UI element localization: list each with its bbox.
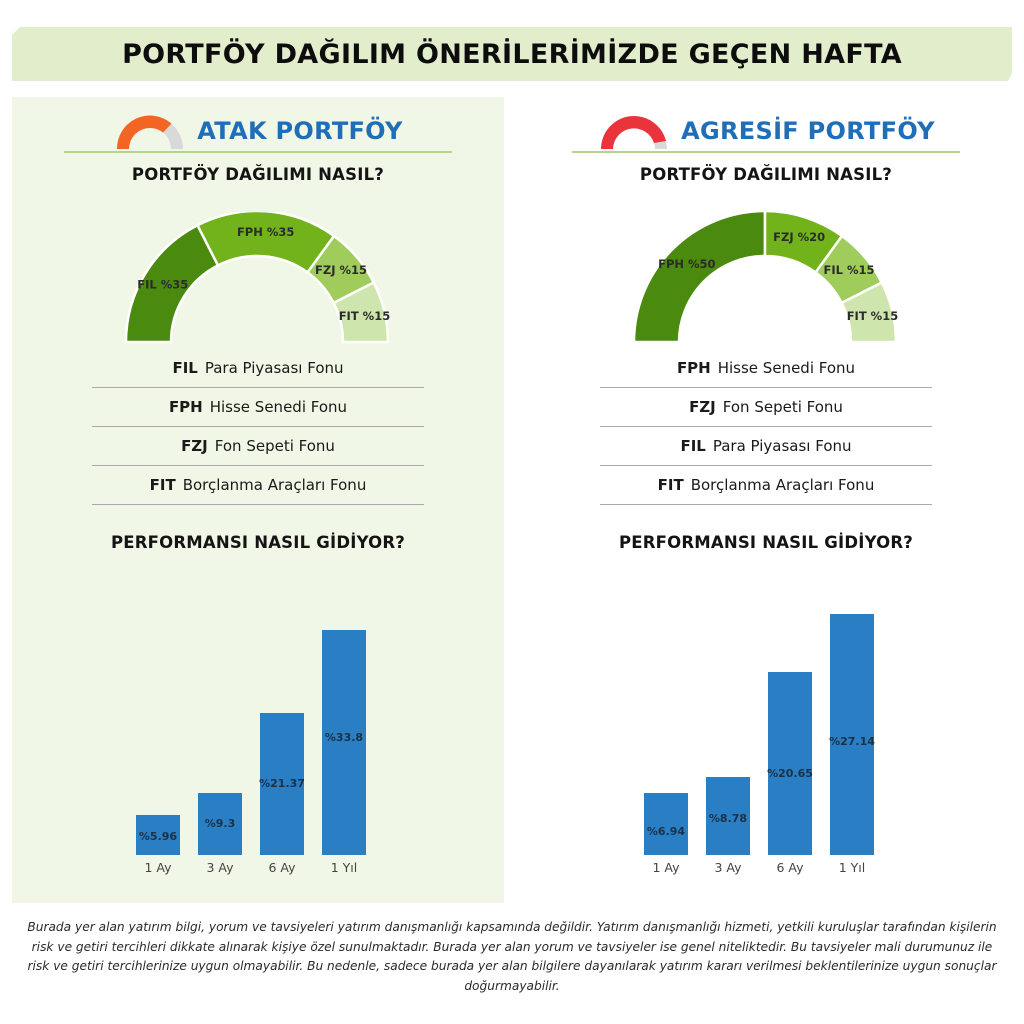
donut-label: FIT %15: [339, 309, 390, 323]
performance-bar-chart: %6.94 1 Ay %8.78 3 Ay %20.65 6 Ay %27.14 1 Yıl: [630, 597, 900, 887]
risk-gauge-orange-icon: [117, 115, 184, 149]
performance-bar-chart: %5.96 1 Ay %9.3 3 Ay %21.37 6 Ay %33.8 1 Yıl: [122, 597, 392, 887]
performance-bar: %33.8: [322, 630, 366, 855]
performance-bar: %5.96: [136, 815, 180, 855]
x-axis-label: 1 Ay: [652, 860, 680, 875]
legend-item: FPH Hisse Senedi Fonu: [92, 388, 424, 427]
allocation-title: PORTFÖY DAĞILIMI NASIL?: [639, 165, 893, 184]
donut-segment: [839, 280, 898, 344]
legal-disclaimer: Burada yer alan yatırım bilgi, yorum ve …: [27, 920, 997, 993]
bar-value-label: %8.78: [708, 812, 748, 825]
bar-value-label: %5.96: [138, 830, 178, 843]
x-axis-label: 1 Yıl: [838, 860, 866, 875]
legend-item: FPH Hisse Senedi Fonu: [600, 349, 932, 388]
donut-label: FPH %50: [658, 257, 715, 271]
bar-column: %6.94: [644, 793, 688, 855]
legend-item: FIL Para Piyasası Fonu: [92, 349, 424, 388]
bar-value-label: %33.8: [324, 731, 364, 744]
allocation-half-donut-chart: FPH %50 FZJ %20 FIL %15 FIT %15: [632, 212, 898, 344]
donut-segment: [632, 212, 767, 344]
bar-value-label: %21.37: [259, 777, 305, 790]
allocation-title: PORTFÖY DAĞILIMI NASIL?: [131, 165, 385, 184]
performance-title: PERFORMANSI NASIL GİDİYOR?: [618, 533, 914, 552]
x-axis-label: 1 Ay: [144, 860, 172, 875]
bar-value-label: %6.94: [646, 825, 686, 838]
donut-label: FPH %35: [237, 225, 294, 239]
x-axis-label: 6 Ay: [776, 860, 804, 875]
performance-bar: %21.37: [259, 713, 305, 855]
fund-legend: FPH Hisse Senedi Fonu FZJ Fon Sepeti Fonu …: [600, 349, 932, 505]
agresif-portfolio-panel: AGRESİF PORTFÖY PORTFÖY DAĞILIMI NASIL? …: [520, 97, 1012, 903]
bar-column: %33.8: [322, 630, 366, 855]
portfolio-name: AGRESİF PORTFÖY: [681, 117, 935, 145]
performance-bar: %8.78: [706, 777, 750, 855]
donut-label: FZJ %20: [773, 230, 825, 244]
fund-legend: FIL Para Piyasası Fonu FPH Hisse Senedi Fo…: [92, 349, 424, 505]
x-axis-label: 6 Ay: [268, 860, 296, 875]
bar-column: %5.96: [136, 815, 180, 855]
panel-header: ATAK PORTFÖY: [64, 111, 452, 153]
performance-title: PERFORMANSI NASIL GİDİYOR?: [110, 533, 406, 552]
bar-column: %21.37: [259, 713, 305, 855]
donut-label: FIL %35: [137, 277, 188, 291]
bar-column: %27.14: [829, 614, 875, 855]
legend-item: FIT Borçlanma Araçları Fonu: [600, 466, 932, 505]
bar-value-label: %9.3: [204, 817, 236, 830]
performance-bar: %27.14: [829, 614, 875, 855]
legend-item: FIT Borçlanma Araçları Fonu: [92, 466, 424, 505]
bar-column: %9.3: [198, 793, 242, 855]
bar-column: %20.65: [767, 672, 813, 855]
bar-value-label: %20.65: [767, 767, 813, 780]
legend-item: FZJ Fon Sepeti Fonu: [92, 427, 424, 466]
x-axis-label: 3 Ay: [714, 860, 742, 875]
donut-label: FZJ %15: [315, 263, 367, 277]
donut-label: FIL %15: [824, 263, 875, 277]
x-axis-label: 3 Ay: [206, 860, 234, 875]
legend-item: FIL Para Piyasası Fonu: [600, 427, 932, 466]
donut-label: FIT %15: [847, 309, 898, 323]
atak-portfolio-panel: ATAK PORTFÖY PORTFÖY DAĞILIMI NASIL? FIL…: [12, 97, 504, 903]
risk-gauge-red-icon: [601, 116, 668, 149]
allocation-half-donut-chart: FIL %35 FPH %35 FZJ %15 FIT %15: [124, 212, 390, 344]
donut-segment: [331, 280, 390, 344]
bar-value-label: %27.14: [829, 735, 875, 748]
legend-item: FZJ Fon Sepeti Fonu: [600, 388, 932, 427]
title-banner: PORTFÖY DAĞILIM ÖNERİLERİMİZDE GEÇEN HAF…: [12, 27, 1012, 81]
panel-header: AGRESİF PORTFÖY: [572, 111, 960, 153]
bar-column: %8.78: [706, 777, 750, 855]
portfolio-name: ATAK PORTFÖY: [197, 117, 403, 145]
performance-bar: %20.65: [767, 672, 813, 855]
performance-bar: %6.94: [644, 793, 688, 855]
x-axis-label: 1 Yıl: [330, 860, 358, 875]
page-title: PORTFÖY DAĞILIM ÖNERİLERİMİZDE GEÇEN HAF…: [122, 38, 902, 70]
performance-bar: %9.3: [198, 793, 242, 855]
